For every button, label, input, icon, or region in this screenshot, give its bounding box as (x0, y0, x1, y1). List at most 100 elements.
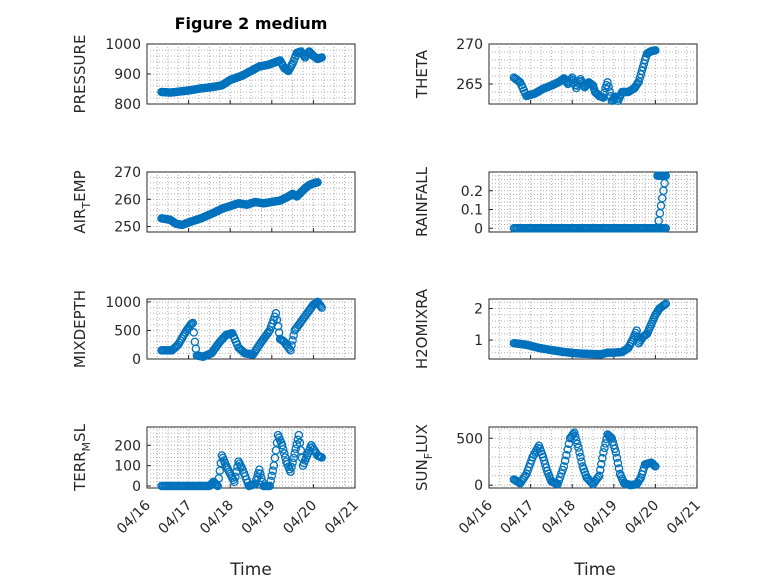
y-tick-label: 1000 (105, 37, 141, 53)
data-point (614, 464, 624, 473)
data-point (557, 469, 566, 478)
series-markers (509, 428, 660, 490)
data-point (554, 476, 564, 485)
x-tick-label: 04/16 (114, 497, 154, 537)
data-point (593, 473, 603, 482)
y-tick-label: 270 (456, 37, 483, 53)
y-tick-label: 500 (114, 323, 141, 339)
data-point (659, 301, 668, 310)
y-tick-label: 1 (474, 333, 483, 349)
data-point (265, 481, 274, 491)
data-point (600, 88, 609, 98)
data-point (600, 443, 609, 453)
data-point (288, 336, 297, 345)
data-point (661, 223, 671, 233)
data-point (288, 458, 297, 467)
y-axis-label-4: RAINFALL (413, 166, 431, 237)
x-tick-label: 04/18 (197, 498, 237, 538)
data-point (557, 75, 567, 85)
data-point (573, 439, 582, 449)
data-point (596, 465, 605, 475)
data-point (633, 78, 642, 88)
data-point (613, 458, 623, 468)
data-point (187, 319, 196, 329)
data-point (572, 435, 581, 445)
y-tick-label: 200 (114, 438, 141, 454)
x-tick-label: 04/21 (664, 498, 704, 538)
subplot-2: 265 270 THETA (413, 37, 698, 106)
x-axis-label-right: Time (573, 560, 616, 580)
y-tick-label: 2 (474, 301, 483, 317)
data-point (603, 78, 612, 87)
y-tick-label: 270 (114, 165, 141, 181)
series-markers (157, 178, 322, 230)
data-point (577, 457, 586, 466)
y-tick-label: 265 (456, 77, 483, 93)
subplot-3: 250 260 270 AIRTEMP (71, 165, 356, 236)
subplot-6: 1 2 H2OMIXRA (413, 288, 698, 369)
data-point (560, 456, 570, 466)
x-tick-label: 04/16 (456, 497, 496, 537)
subplot-7: 0 100 200 04/16 04/17 04/18 04/19 04/20 04/21 TER… (71, 423, 362, 537)
y-tick-label: 900 (114, 67, 141, 83)
y-axis-label-1: PRESSURE (71, 35, 89, 114)
data-point (594, 471, 604, 481)
y-axis-label-7: TERRMSL (71, 423, 93, 492)
series-markers (157, 430, 326, 491)
data-point (287, 341, 296, 350)
y-tick-label: 0 (132, 479, 141, 495)
data-point (632, 326, 641, 335)
data-point (570, 428, 579, 437)
x-tick-label: 04/19 (239, 498, 279, 538)
series-markers (157, 297, 326, 361)
data-point (598, 453, 607, 463)
y-axis-label-8: SUNFLUX (413, 424, 435, 491)
data-point (278, 445, 288, 454)
data-point (264, 327, 273, 337)
data-point (255, 465, 264, 474)
grid (147, 299, 355, 359)
series-markers (509, 46, 660, 106)
data-point (289, 453, 298, 463)
data-point (661, 299, 671, 308)
data-point (555, 472, 565, 482)
data-point (280, 449, 289, 458)
data-point (606, 433, 615, 442)
y-tick-label: 1000 (105, 295, 141, 311)
data-point (286, 467, 295, 476)
y-tick-label: 0 (474, 221, 483, 237)
data-point (611, 448, 621, 457)
x-axis-label-left: Time (229, 560, 272, 580)
subplot-1: 800 900 1000 PRESSURE (71, 35, 356, 114)
data-point (604, 82, 613, 92)
data-point (271, 309, 281, 318)
data-point (291, 444, 300, 454)
data-point (316, 301, 325, 311)
data-point (286, 346, 295, 355)
data-point (189, 328, 199, 337)
data-point (231, 472, 240, 482)
data-point (558, 465, 567, 475)
y-axis-label-6: H2OMIXRA (413, 288, 431, 369)
data-point (257, 473, 266, 483)
data-point (267, 471, 277, 481)
data-point (612, 453, 622, 462)
data-point (563, 445, 572, 454)
data-point (574, 443, 583, 452)
data-point (651, 462, 660, 471)
y-axis-label-2: THETA (413, 49, 431, 99)
data-point (268, 466, 278, 475)
data-point (660, 300, 669, 309)
data-point (272, 315, 282, 324)
data-point (266, 476, 276, 486)
data-point (605, 87, 614, 96)
data-point (553, 479, 562, 489)
data-point (287, 462, 296, 472)
data-point (635, 475, 645, 484)
data-point (576, 452, 585, 462)
figure-title: Figure 2 medium (175, 14, 328, 33)
y-tick-label: 800 (114, 97, 141, 113)
data-point (273, 321, 283, 331)
data-point (317, 453, 326, 462)
